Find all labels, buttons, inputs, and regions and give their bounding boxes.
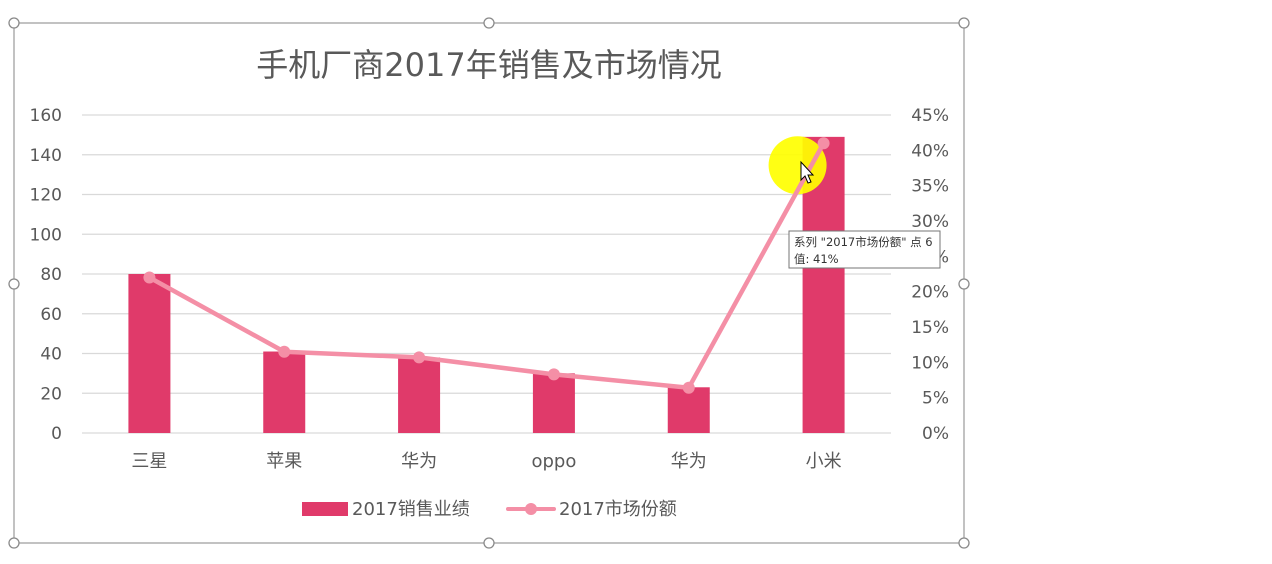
right-tick-label: 35%	[911, 177, 949, 197]
left-tick-label: 160	[30, 106, 62, 126]
mouse-pointer-icon	[800, 160, 815, 184]
bar[interactable]	[398, 357, 441, 433]
category-label: 华为	[401, 451, 437, 472]
left-tick-label: 40	[40, 345, 62, 365]
bar-series-2017销售业绩[interactable]	[128, 136, 845, 434]
bar[interactable]	[263, 351, 306, 433]
resize-handle-bottom-center[interactable]	[483, 537, 495, 549]
legend-line-label: 2017市场份额	[559, 499, 677, 520]
line-point[interactable]	[682, 381, 695, 394]
resize-handle-bottom-right[interactable]	[958, 537, 970, 549]
data-point-tooltip: 系列 "2017市场份额" 点 6 值: 41%	[788, 230, 941, 269]
category-label: oppo	[531, 451, 576, 472]
right-tick-label: 30%	[911, 212, 949, 232]
bar[interactable]	[667, 387, 710, 433]
right-tick-label: 45%	[911, 106, 949, 126]
tooltip-series-line: 系列 "2017市场份额" 点 6	[794, 235, 933, 249]
line-point[interactable]	[817, 137, 830, 150]
chart-title[interactable]: 手机厂商2017年销售及市场情况	[256, 46, 721, 84]
tooltip-box	[788, 230, 941, 269]
left-tick-label: 20	[40, 384, 62, 404]
bar[interactable]	[128, 274, 171, 433]
right-tick-label: 20%	[911, 283, 949, 303]
right-tick-label: 10%	[911, 353, 949, 373]
left-tick-label: 80	[40, 265, 62, 285]
category-label: 三星	[131, 451, 167, 472]
right-tick-label: 40%	[911, 141, 949, 161]
left-tick-label: 100	[30, 225, 62, 245]
line-series-2017市场份额[interactable]	[143, 137, 830, 394]
left-tick-label: 0	[51, 424, 62, 444]
legend-bar-label: 2017销售业绩	[352, 499, 470, 520]
legend[interactable]: 2017销售业绩 2017市场份额	[302, 499, 677, 520]
resize-handle-bottom-left[interactable]	[8, 537, 20, 549]
right-tick-label: 15%	[911, 318, 949, 338]
line-point[interactable]	[547, 368, 560, 381]
resize-handle-top-left[interactable]	[8, 17, 20, 29]
line-point[interactable]	[413, 351, 426, 364]
resize-handle-middle-right[interactable]	[958, 278, 970, 290]
resize-handle-middle-left[interactable]	[8, 278, 20, 290]
tooltip-value-line: 值: 41%	[794, 252, 839, 266]
category-label: 苹果	[266, 451, 302, 472]
left-tick-label: 60	[40, 305, 62, 325]
left-tick-label: 120	[30, 186, 62, 206]
click-highlight-circle	[768, 136, 827, 195]
legend-line-marker	[525, 503, 537, 515]
right-axis-labels[interactable]: 0%5%10%15%20%25%30%35%40%45%	[911, 106, 949, 444]
right-tick-label: 5%	[922, 389, 949, 409]
right-tick-label: 0%	[922, 424, 949, 444]
left-axis-labels[interactable]: 0 20 40 60 80 100 120 140 160	[30, 106, 62, 444]
category-label: 华为	[671, 451, 707, 472]
line-point[interactable]	[143, 271, 156, 284]
line-point[interactable]	[278, 345, 291, 358]
resize-handle-top-right[interactable]	[958, 17, 970, 29]
category-label: 小米	[806, 451, 842, 472]
bar[interactable]	[532, 373, 575, 433]
legend-bar-swatch	[302, 502, 348, 516]
left-tick-label: 140	[30, 146, 62, 166]
resize-handle-top-center[interactable]	[483, 17, 495, 29]
series-line[interactable]	[147, 141, 826, 391]
category-axis-labels[interactable]: 三星 苹果 华为 oppo 华为 小米	[131, 451, 841, 472]
click-highlight	[768, 136, 827, 195]
